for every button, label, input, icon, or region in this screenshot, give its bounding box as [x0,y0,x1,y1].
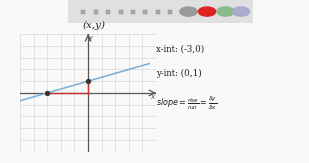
Circle shape [232,7,250,16]
Text: x: x [150,94,155,100]
Text: x-int: (-3,0): x-int: (-3,0) [156,44,204,53]
Text: y-int: (0,1): y-int: (0,1) [156,69,202,78]
Text: $slope = \frac{rise}{run} = \frac{\Delta y}{\Delta x}$: $slope = \frac{rise}{run} = \frac{\Delta… [156,94,218,111]
FancyBboxPatch shape [68,0,253,23]
Text: (x,y): (x,y) [83,21,106,30]
Circle shape [180,7,197,16]
Circle shape [198,7,216,16]
Text: y: y [88,35,92,41]
Circle shape [217,7,234,16]
